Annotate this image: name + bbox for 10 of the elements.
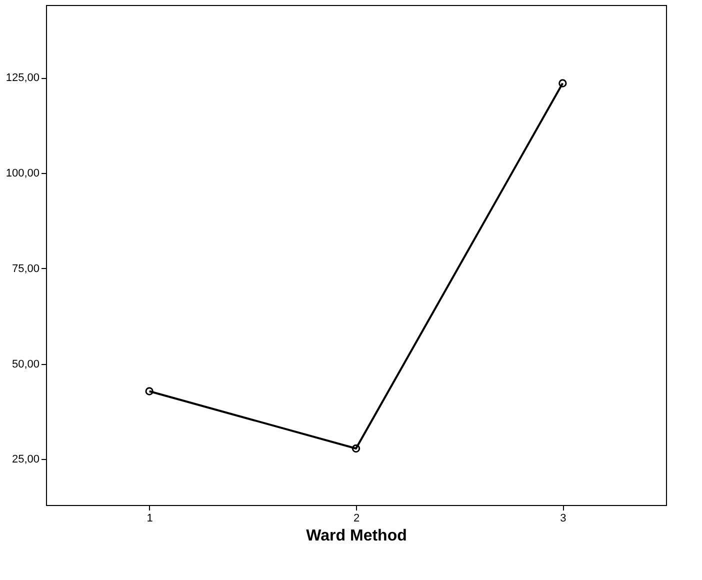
y-tick-label: 100,00 <box>6 167 40 180</box>
y-tick-label: 125,00 <box>6 72 40 84</box>
y-tick-label: 25,00 <box>12 454 40 466</box>
x-tick-label: 3 <box>560 512 566 524</box>
x-axis-title: Ward Method <box>306 528 407 544</box>
x-tick-label: 1 <box>146 512 153 524</box>
y-tick-label: 50,00 <box>12 358 40 370</box>
y-tick-label: 75,00 <box>12 262 40 275</box>
point <box>352 444 360 453</box>
x-tick-label: 2 <box>353 512 360 524</box>
